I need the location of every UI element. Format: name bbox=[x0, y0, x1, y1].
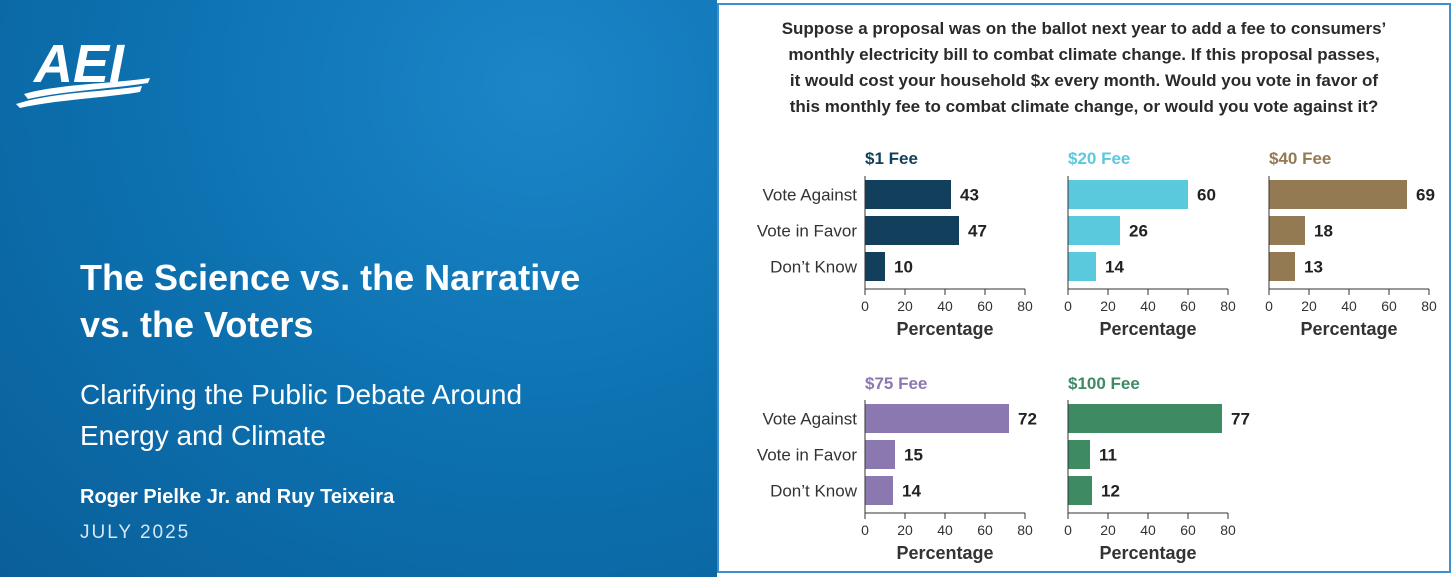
aei-logo: AEI bbox=[16, 34, 150, 108]
bar-value-label: 72 bbox=[1018, 410, 1037, 429]
x-tick-label: 60 bbox=[1381, 298, 1397, 314]
category-label: Don’t Know bbox=[770, 482, 858, 501]
report-title-line-2: vs. the Voters bbox=[80, 304, 314, 345]
bar bbox=[865, 440, 895, 469]
x-tick-label: 40 bbox=[937, 298, 953, 314]
bar-value-label: 18 bbox=[1314, 222, 1333, 241]
bar bbox=[1068, 476, 1092, 505]
bar-value-label: 14 bbox=[1105, 258, 1124, 277]
category-label: Vote Against bbox=[762, 186, 857, 205]
bar bbox=[865, 180, 951, 209]
x-tick-label: 80 bbox=[1421, 298, 1437, 314]
report-date: JULY 2025 bbox=[80, 522, 191, 543]
report-title-line-1: The Science vs. the Narrative bbox=[80, 257, 581, 298]
x-tick-label: 60 bbox=[1180, 298, 1196, 314]
bar bbox=[1068, 216, 1120, 245]
x-tick-label: 80 bbox=[1220, 298, 1236, 314]
survey-question-variable: x bbox=[1040, 71, 1050, 90]
x-tick-label: 0 bbox=[1265, 298, 1273, 314]
report-authors: Roger Pielke Jr. and Ruy Teixeira bbox=[80, 486, 395, 508]
x-axis-label: Percentage bbox=[1099, 319, 1196, 339]
x-tick-label: 60 bbox=[1180, 522, 1196, 538]
bar bbox=[1068, 180, 1188, 209]
x-tick-label: 80 bbox=[1017, 298, 1033, 314]
x-axis-label: Percentage bbox=[1300, 319, 1397, 339]
x-axis-label: Percentage bbox=[896, 319, 993, 339]
x-tick-label: 40 bbox=[1140, 522, 1156, 538]
x-axis-label: Percentage bbox=[1099, 543, 1196, 563]
report-cover-panel: AEI The Science vs. the Narrative vs. th… bbox=[0, 0, 717, 577]
fee-charts: $1 Fee 43 Vote Against 47 Vote in Favor 10 Don… bbox=[757, 149, 1437, 563]
x-tick-label: 20 bbox=[1301, 298, 1317, 314]
x-tick-label: 0 bbox=[1064, 522, 1072, 538]
bar bbox=[1269, 216, 1305, 245]
category-label: Vote in Favor bbox=[757, 222, 858, 241]
bar-value-label: 13 bbox=[1304, 258, 1323, 277]
x-tick-label: 20 bbox=[897, 298, 913, 314]
bar bbox=[1269, 180, 1407, 209]
bar bbox=[1068, 252, 1096, 281]
bar-value-label: 77 bbox=[1231, 410, 1250, 429]
chart-title: $20 Fee bbox=[1068, 149, 1130, 168]
x-tick-label: 0 bbox=[861, 522, 869, 538]
bar-value-label: 60 bbox=[1197, 186, 1216, 205]
bar-value-label: 26 bbox=[1129, 222, 1148, 241]
x-axis-label: Percentage bbox=[896, 543, 993, 563]
bar-value-label: 43 bbox=[960, 186, 979, 205]
survey-question-line-3b: every month. Would you vote in favor of bbox=[1049, 71, 1379, 90]
bar bbox=[865, 476, 893, 505]
survey-question-line-4: this monthly fee to combat climate chang… bbox=[789, 97, 1379, 116]
bar bbox=[1068, 404, 1222, 433]
bar-value-label: 12 bbox=[1101, 482, 1120, 501]
x-tick-label: 0 bbox=[861, 298, 869, 314]
report-subtitle: Clarifying the Public Debate Around Ener… bbox=[80, 374, 680, 456]
x-tick-label: 20 bbox=[1100, 522, 1116, 538]
survey-question: Suppose a proposal was on the ballot nex… bbox=[722, 16, 1446, 120]
bar-value-label: 47 bbox=[968, 222, 987, 241]
x-tick-label: 0 bbox=[1064, 298, 1072, 314]
report-subtitle-line-2: Energy and Climate bbox=[80, 420, 326, 451]
x-tick-label: 40 bbox=[937, 522, 953, 538]
x-tick-label: 80 bbox=[1017, 522, 1033, 538]
bar-value-label: 11 bbox=[1099, 446, 1117, 465]
survey-question-line-3a: it would cost your household $ bbox=[789, 71, 1041, 90]
report-title: The Science vs. the Narrative vs. the Vo… bbox=[80, 254, 680, 348]
report-subtitle-line-1: Clarifying the Public Debate Around bbox=[80, 379, 523, 410]
bar bbox=[865, 216, 959, 245]
category-label: Vote Against bbox=[762, 410, 857, 429]
x-tick-label: 60 bbox=[977, 522, 993, 538]
bar bbox=[1068, 440, 1090, 469]
survey-question-line-2: monthly electricity bill to combat clima… bbox=[788, 45, 1380, 64]
category-label: Vote in Favor bbox=[757, 446, 858, 465]
x-tick-label: 80 bbox=[1220, 522, 1236, 538]
chart-title: $1 Fee bbox=[865, 149, 918, 168]
category-label: Don’t Know bbox=[770, 258, 858, 277]
bar-value-label: 10 bbox=[894, 258, 913, 277]
chart-title: $40 Fee bbox=[1269, 149, 1331, 168]
x-tick-label: 40 bbox=[1140, 298, 1156, 314]
bar bbox=[865, 404, 1009, 433]
chart-title: $75 Fee bbox=[865, 374, 927, 393]
x-tick-label: 20 bbox=[1100, 298, 1116, 314]
bar-value-label: 14 bbox=[902, 482, 921, 501]
x-tick-label: 40 bbox=[1341, 298, 1357, 314]
chart-title: $100 Fee bbox=[1068, 374, 1140, 393]
bar-value-label: 15 bbox=[904, 446, 923, 465]
bar bbox=[865, 252, 885, 281]
bar-value-label: 69 bbox=[1416, 186, 1435, 205]
bar bbox=[1269, 252, 1295, 281]
survey-question-line-1: Suppose a proposal was on the ballot nex… bbox=[781, 19, 1387, 38]
x-tick-label: 20 bbox=[897, 522, 913, 538]
x-tick-label: 60 bbox=[977, 298, 993, 314]
